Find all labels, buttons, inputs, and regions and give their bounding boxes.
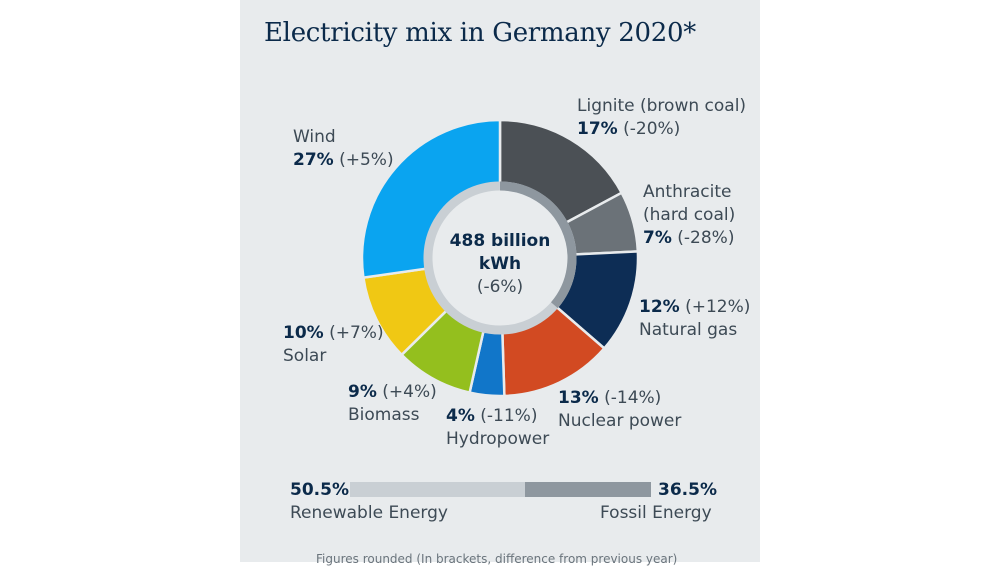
label-anthracite: Anthracite (hard coal) 7% (-28%) — [643, 182, 736, 248]
label-hydropower: 4% (-11%) Hydropower — [446, 406, 550, 449]
center-total: 488 billion kWh (-6%) — [420, 230, 580, 299]
center-unit: kWh — [478, 254, 522, 274]
label-biomass: 9% (+4%) Biomass — [348, 382, 437, 425]
infographic-panel — [240, 0, 760, 562]
renewable-bar — [350, 482, 525, 497]
label-wind: Wind 27% (+5%) — [293, 127, 394, 170]
label-natural-gas: 12% (+12%) Natural gas — [639, 297, 751, 340]
fossil-label: Fossil Energy — [600, 503, 712, 523]
label-lignite: Lignite (brown coal) 17% (-20%) — [577, 96, 747, 139]
page-title: Electricity mix in Germany 2020* — [264, 18, 696, 48]
label-solar: 10% (+7%) Solar — [283, 323, 384, 366]
footnote: Figures rounded (In brackets, difference… — [316, 552, 678, 566]
label-nuclear: 13% (-14%) Nuclear power — [558, 388, 682, 431]
renewable-percent: 50.5% — [290, 480, 349, 500]
fossil-bar — [525, 482, 651, 497]
fossil-percent: 36.5% — [658, 480, 717, 500]
center-value: 488 billion — [449, 231, 551, 251]
inner-ring-fossil — [499, 181, 577, 309]
center-change: (-6%) — [476, 277, 524, 297]
renewable-label: Renewable Energy — [290, 503, 448, 523]
